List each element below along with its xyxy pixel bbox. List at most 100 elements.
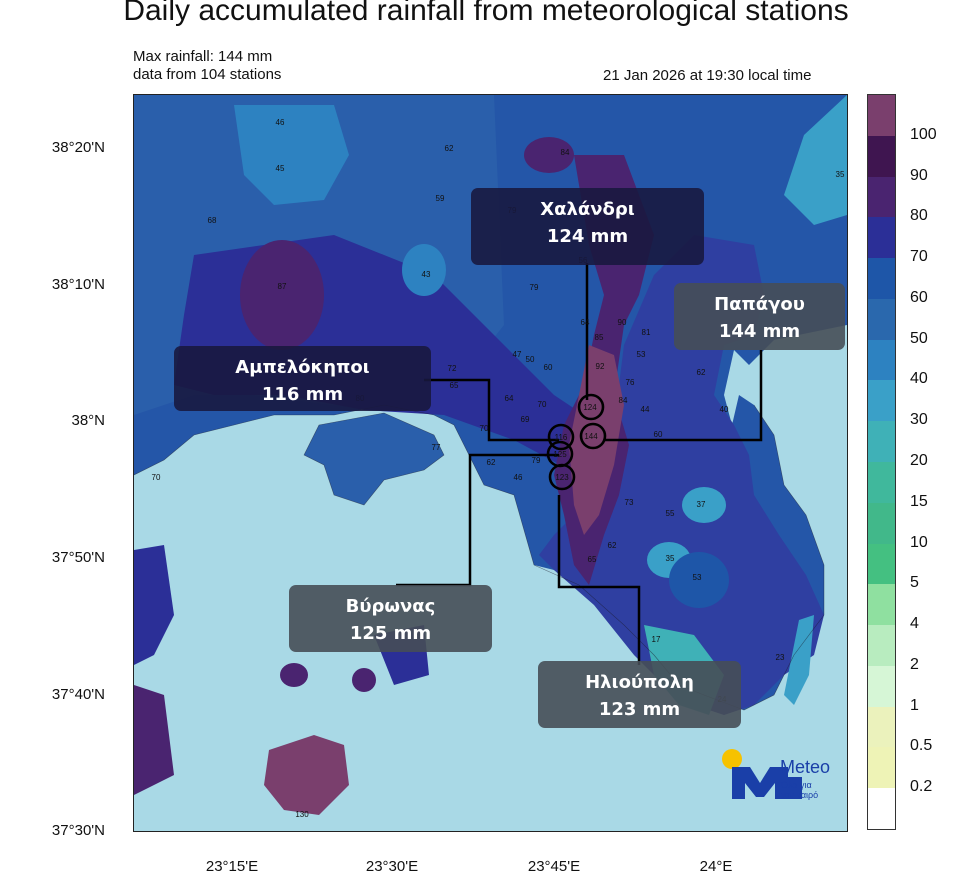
station-value: 47 (513, 350, 522, 359)
colorbar-label: 4 (910, 615, 919, 633)
circled-stations (546, 393, 607, 491)
land-southwest-2 (134, 685, 174, 795)
colorbar-label: 40 (910, 370, 928, 388)
station-value: 90 (618, 318, 627, 327)
station-count-note: data from 104 stations (133, 66, 282, 83)
station-highlight-circle[interactable] (577, 393, 605, 421)
chart-title: Daily accumulated rainfall from meteorol… (123, 0, 849, 27)
zone-45 (234, 105, 349, 205)
colorbar-segment (868, 95, 895, 137)
colorbar-label: 0.2 (910, 778, 933, 796)
zone-53 (669, 552, 729, 608)
colorbar-segment (868, 502, 895, 545)
station-value: 77 (432, 443, 441, 452)
station-value: 55 (666, 509, 675, 518)
callout-papagou[interactable]: Παπάγου 144 mm (674, 283, 845, 350)
callout-vyronas-name: Βύρωνας (345, 596, 436, 617)
colorbar-segment (868, 625, 895, 667)
brand-slogan-line2: τον καιρό (781, 790, 819, 800)
station-value: 65 (588, 555, 597, 564)
colorbar-label: 2 (910, 655, 919, 673)
colorbar-label: 0.5 (910, 737, 933, 755)
meteo-logo-icon (722, 749, 802, 799)
station-value: 64 (505, 394, 514, 403)
station-value: 62 (608, 541, 617, 550)
salamis-island (304, 413, 444, 505)
callout-ampelokipoi[interactable]: Αμπελόκηποι 116 mm (174, 346, 431, 411)
station-value: 64 (581, 318, 590, 327)
zone-43 (402, 244, 446, 296)
connector-ilioupoli (557, 495, 641, 665)
station-value: 60 (544, 363, 553, 372)
station-value: 35 (836, 170, 845, 179)
zone-84 (524, 137, 574, 173)
station-value: 53 (693, 573, 702, 582)
callout-vyronas[interactable]: Βύρωνας 125 mm (289, 585, 492, 652)
lat-label-38-10: 38°10'N (51, 276, 105, 293)
station-value: 130 (295, 810, 309, 819)
station-value: 45 (276, 164, 285, 173)
station-highlight-circle[interactable] (579, 422, 607, 450)
station-value: 144 (584, 432, 598, 441)
callout-papagou-name: Παπάγου (714, 294, 805, 315)
station-value: 62 (697, 368, 706, 377)
station-value: 59 (436, 194, 445, 203)
colorbar-label: 100 (910, 125, 937, 143)
lat-label-38-20: 38°20'N (51, 139, 105, 156)
station-value: 79 (532, 456, 541, 465)
small-island-3 (352, 668, 376, 692)
colorbar-label: 60 (910, 288, 928, 306)
colorbar-label: 90 (910, 166, 928, 184)
station-value: 72 (448, 364, 457, 373)
small-island-east (784, 615, 814, 705)
brand-name: Meteo (780, 757, 831, 777)
station-value: 70 (480, 424, 489, 433)
timestamp: 21 Jan 2026 at 19:30 local time (603, 67, 812, 84)
connector-ampelokipoi (424, 378, 559, 442)
connector-papagou (604, 350, 763, 442)
callout-chalandri[interactable]: Χαλάνδρι 124 mm (471, 188, 704, 265)
zone-east-coast (784, 95, 847, 225)
colorbar-label: 50 (910, 329, 928, 347)
station-value: 84 (619, 396, 628, 405)
colorbar-segment (868, 258, 895, 300)
station-value: 50 (526, 355, 535, 364)
colorbar-segment (868, 788, 895, 830)
callout-papagou-value: 144 mm (718, 321, 801, 342)
station-value: 92 (596, 362, 605, 371)
colorbar-segment (868, 217, 895, 259)
station-value: 62 (487, 458, 496, 467)
station-value: 125 (553, 450, 567, 459)
station-value: 85 (595, 333, 604, 342)
station-value: 37 (697, 500, 706, 509)
station-value: 35 (666, 554, 675, 563)
colorbar-label: 80 (910, 207, 928, 225)
callout-ampelokipoi-name: Αμπελόκηποι (235, 357, 370, 378)
brand-slogan: Όλα για τον καιρό (781, 780, 851, 800)
colorbar-segment (868, 298, 895, 341)
colorbar-label: 30 (910, 411, 928, 429)
lat-label-38: 38°N (71, 412, 105, 429)
callout-ilioupoli[interactable]: Ηλιούπολη 123 mm (538, 661, 741, 728)
station-highlight-circle[interactable] (547, 423, 575, 451)
station-value: 62 (445, 144, 454, 153)
callout-chalandri-value: 124 mm (546, 226, 629, 247)
station-value: 46 (276, 118, 285, 127)
lat-label-37-50: 37°50'N (51, 549, 105, 566)
colorbar-segment (868, 135, 895, 178)
station-highlight-circle[interactable] (548, 463, 576, 491)
station-value: 76 (626, 378, 635, 387)
colorbar-segment (868, 380, 895, 422)
station-value: 116 (555, 433, 568, 442)
zone-37 (682, 487, 726, 523)
lat-label-37-30: 37°30'N (51, 822, 105, 839)
callout-chalandri-name: Χαλάνδρι (540, 199, 635, 220)
lon-label-23-15: 23°15'E (205, 858, 259, 875)
colorbar-segment (868, 421, 895, 463)
colorbar-segment (868, 665, 895, 708)
small-island-2 (280, 663, 308, 687)
station-value: 17 (652, 635, 661, 644)
lat-label-37-40: 37°40'N (51, 686, 105, 703)
station-value: 43 (422, 270, 431, 279)
brand-slogan-line1: Όλα για (781, 780, 812, 790)
